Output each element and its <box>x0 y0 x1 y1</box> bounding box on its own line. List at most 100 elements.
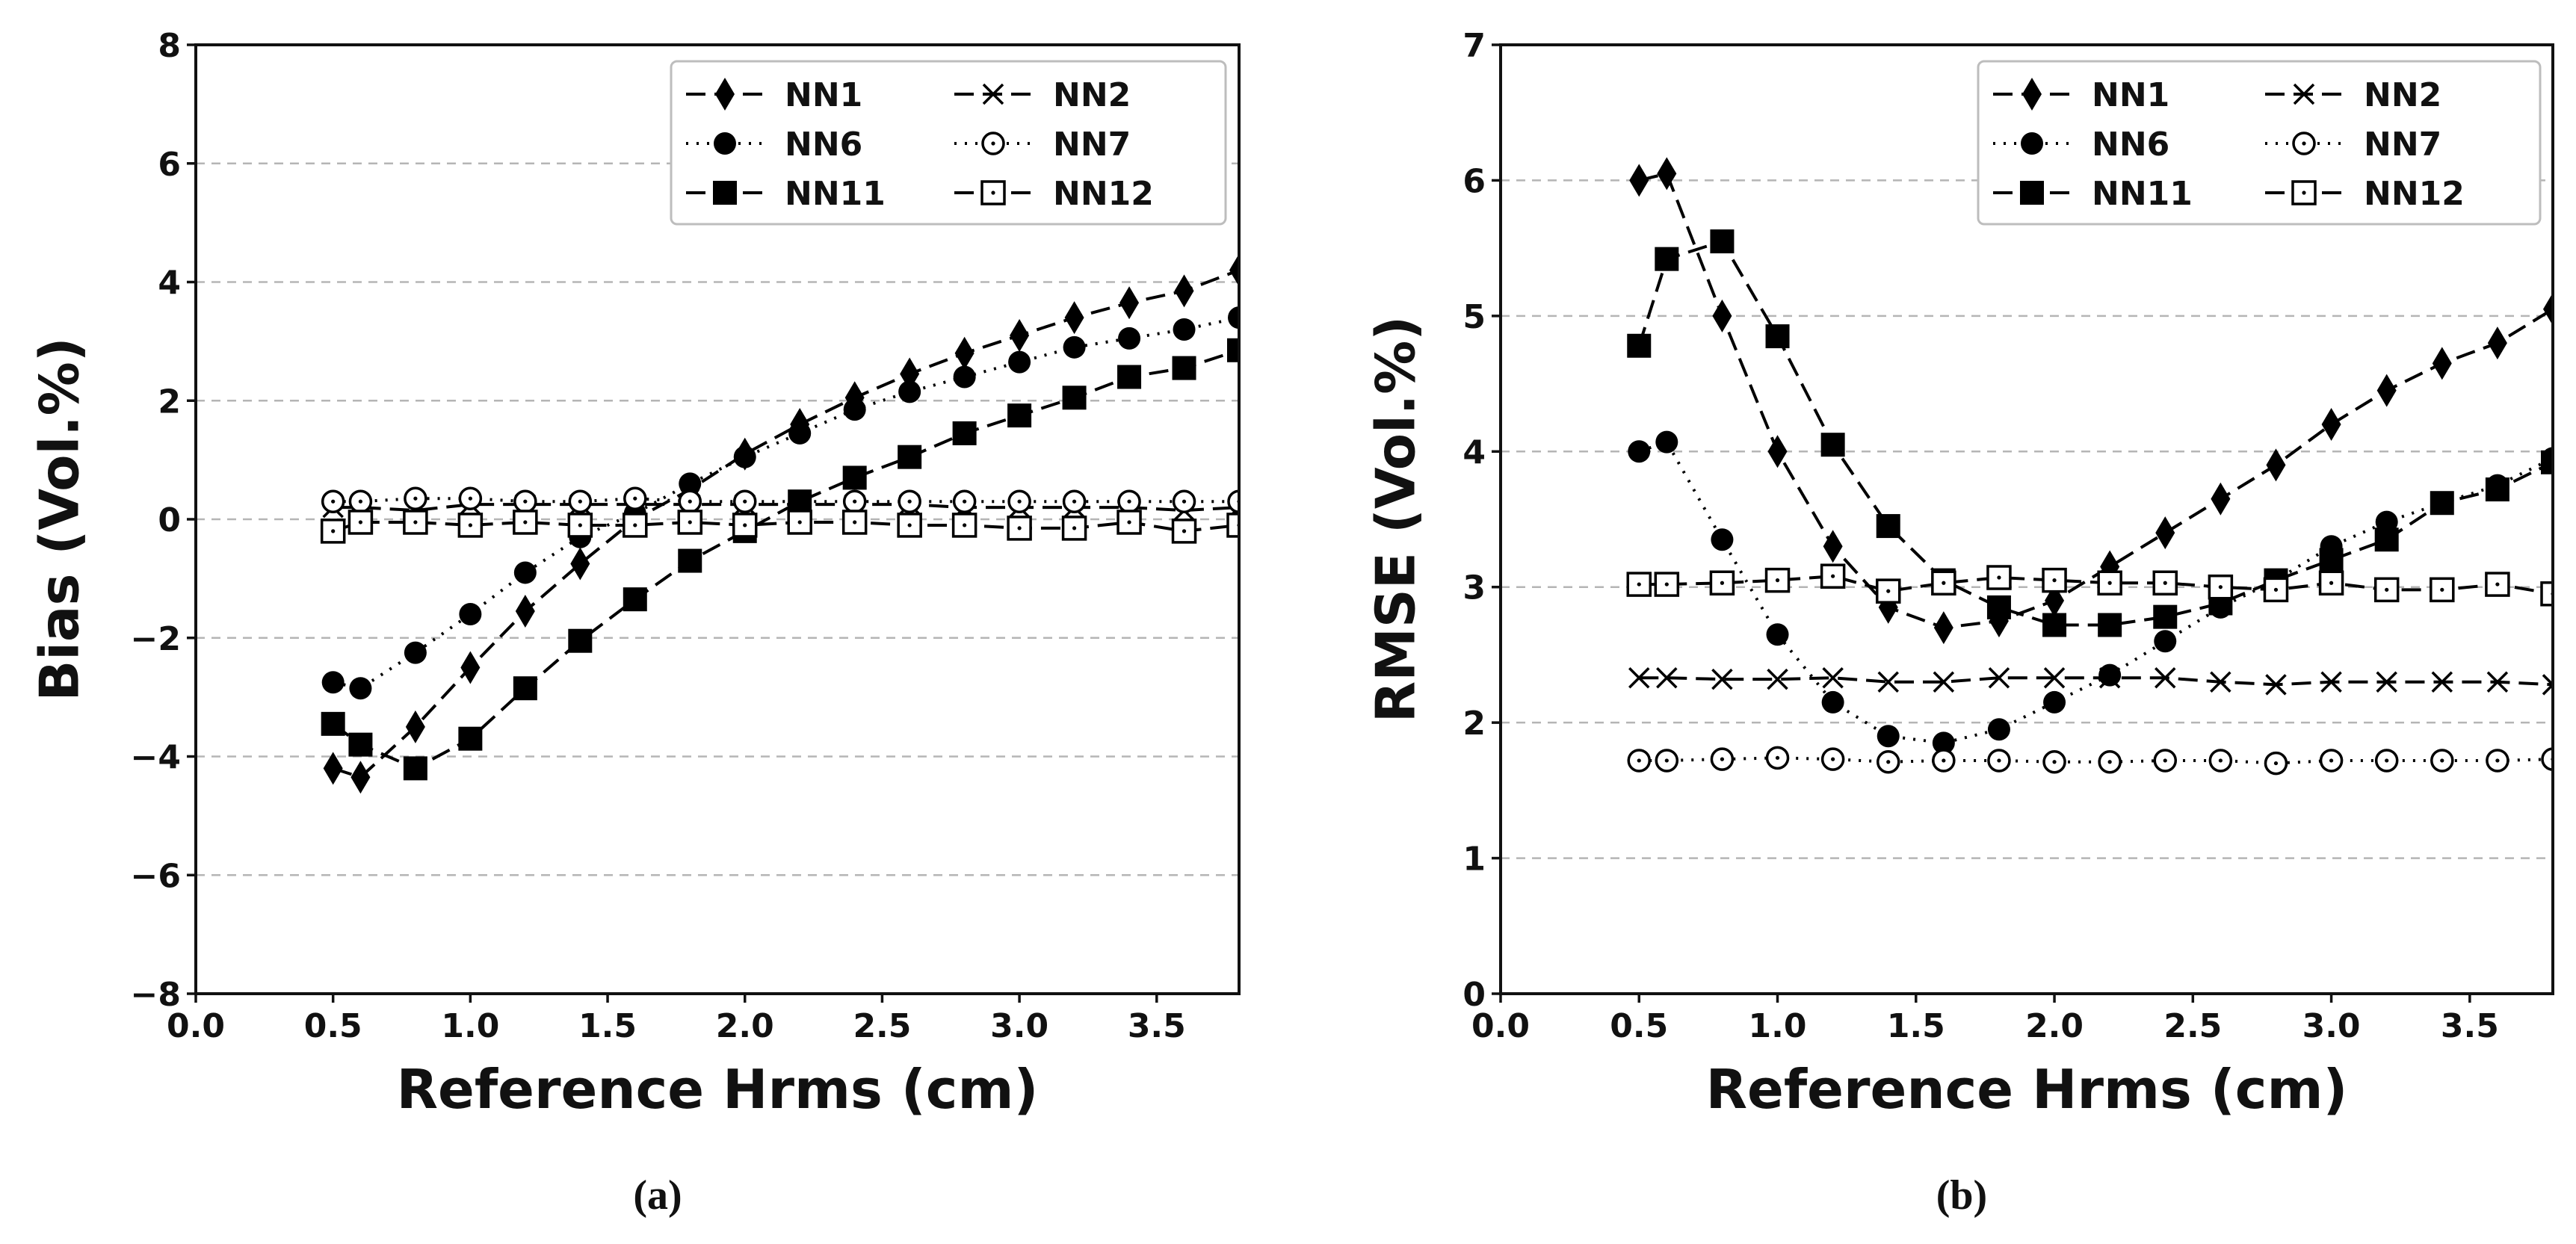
series-line-nn11 <box>332 348 1239 770</box>
data-point-nn7 <box>1876 750 1900 774</box>
legend-swatch-marker <box>2022 78 2042 111</box>
data-point-nn11 <box>1227 338 1239 362</box>
data-point-nn7 <box>458 486 483 510</box>
data-point-nn6 <box>1655 430 1678 454</box>
data-point-nn11 <box>321 711 345 736</box>
data-point-nn1 <box>1933 611 1953 645</box>
data-point-nn1 <box>515 595 535 628</box>
legend-label: NN1 <box>2092 76 2169 114</box>
data-point-nn11 <box>348 732 373 757</box>
data-point-nn1 <box>1823 530 1843 563</box>
data-point-nn6 <box>1987 718 2010 741</box>
data-point-nn12 <box>1007 516 1032 541</box>
data-point-nn7 <box>1117 489 1141 513</box>
data-point-nn2 <box>1933 671 1955 693</box>
data-point-nn1 <box>350 761 371 794</box>
data-point-nn1 <box>2211 482 2231 516</box>
data-point-nn11 <box>1655 247 1679 271</box>
data-point-nn6 <box>953 365 976 389</box>
data-point-nn2 <box>2043 667 2066 689</box>
panel-caption: (b) <box>1936 1172 1987 1219</box>
data-point-nn12 <box>567 513 593 538</box>
legend-swatch-marker <box>713 181 737 205</box>
data-point-nn1 <box>1174 274 1194 308</box>
legend-entry-nn11: NN11 <box>686 175 886 213</box>
legend-label: NN2 <box>1053 76 1131 114</box>
data-point-nn6 <box>1877 725 1900 748</box>
series-line-nn7 <box>333 497 1239 504</box>
legend: NN1 NN2 NN6 NN7 NN11 NN12 <box>1977 60 2542 226</box>
y-tick-label: −4 <box>131 739 181 777</box>
data-point-nn1 <box>405 710 425 743</box>
data-point-nn11 <box>2485 477 2509 502</box>
data-point-nn6 <box>679 472 702 495</box>
data-point-nn12 <box>787 510 812 535</box>
plot-frame <box>1499 43 2554 995</box>
data-point-nn11 <box>1765 324 1790 349</box>
y-axis-title: Bias (Vol.%) <box>28 337 91 701</box>
data-point-nn11 <box>1117 365 1142 389</box>
data-point-nn6 <box>2375 510 2398 533</box>
legend-label: NN6 <box>785 126 862 164</box>
series-line-nn2 <box>1639 676 2553 687</box>
legend-entry-nn12: NN12 <box>954 175 1154 213</box>
data-point-nn12 <box>2373 577 2400 603</box>
series-layer <box>1626 157 2553 776</box>
data-point-nn1 <box>2376 374 2397 407</box>
data-point-nn12 <box>677 510 703 535</box>
legend: NN1 NN2 NN6 NN7 NN11 NN12 <box>670 60 1227 226</box>
legend-entry-nn6: NN6 <box>1993 126 2169 164</box>
data-point-nn7 <box>2374 749 2399 773</box>
x-tick-label: 1.5 <box>1887 1007 1945 1045</box>
data-point-nn6 <box>1932 731 1955 755</box>
legend-swatch-marker <box>2021 132 2043 155</box>
data-point-nn2 <box>2376 671 2397 693</box>
data-point-nn12 <box>1875 578 1901 604</box>
x-tick-label: 1.0 <box>441 1007 499 1045</box>
y-tick-label: 2 <box>158 383 181 421</box>
data-point-nn6 <box>1711 528 1734 551</box>
legend-label: NN11 <box>785 175 886 213</box>
legend-entry-nn12: NN12 <box>2265 175 2465 213</box>
y-tick-label: 6 <box>158 146 181 184</box>
data-point-nn1 <box>1712 299 1732 332</box>
data-point-nn1 <box>2487 327 2507 360</box>
data-point-nn2 <box>2431 671 2453 693</box>
data-point-nn7 <box>2208 749 2233 773</box>
data-point-nn1 <box>2321 408 2341 441</box>
data-point-nn11 <box>1986 595 2011 619</box>
data-point-nn6 <box>1766 623 1789 646</box>
data-point-nn6 <box>1008 350 1031 374</box>
x-tick-label: 2.0 <box>716 1007 774 1045</box>
legend-swatch-marker <box>2292 131 2316 155</box>
data-point-nn7 <box>1627 749 1652 773</box>
data-point-nn1 <box>1229 253 1239 287</box>
y-tick-label: 8 <box>158 27 181 65</box>
data-point-nn7 <box>404 486 427 510</box>
data-point-nn6 <box>733 445 756 468</box>
data-point-nn7 <box>1655 749 1679 773</box>
data-point-nn7 <box>348 489 373 513</box>
data-point-nn12 <box>2097 570 2122 596</box>
x-tick-label: 3.5 <box>1128 1007 1186 1045</box>
x-tick-label: 0.0 <box>1471 1007 1530 1045</box>
data-point-nn7 <box>2042 750 2066 774</box>
data-point-nn12 <box>403 510 428 535</box>
data-point-nn11 <box>1062 386 1087 410</box>
legend-entry-nn1: NN1 <box>1993 76 2169 114</box>
x-tick-label: 2.0 <box>2025 1007 2084 1045</box>
legend-entry-nn11: NN11 <box>1993 175 2193 213</box>
x-tick-label: 3.0 <box>990 1007 1048 1045</box>
data-point-nn12 <box>1709 570 1735 596</box>
data-point-nn7 <box>2264 751 2288 776</box>
data-point-nn11 <box>1820 433 1845 457</box>
data-point-nn12 <box>320 519 346 544</box>
y-tick-label: 3 <box>1462 569 1486 607</box>
series-layer <box>320 253 1239 794</box>
data-point-nn2 <box>2210 671 2231 693</box>
y-tick-label: −8 <box>131 976 181 1014</box>
legend-label: NN12 <box>1053 175 1154 213</box>
legend-label: NN7 <box>2364 126 2441 164</box>
data-point-nn12 <box>1820 563 1846 589</box>
